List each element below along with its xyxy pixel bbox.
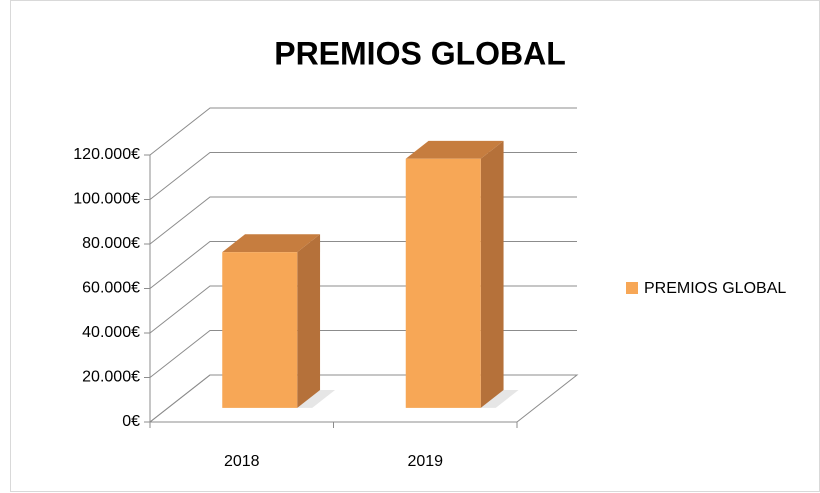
y-tick-label: 20.000€ [82,369,140,386]
y-tick-label: 0€ [122,413,140,430]
y-tick-label: 80.000€ [82,235,140,252]
bar-top [405,140,504,159]
y-tick-label: 60.000€ [82,280,140,297]
legend-swatch [626,282,638,294]
chart-title: PREMIOS GLOBAL [274,35,566,71]
y-tick-label: 100.000€ [73,191,140,208]
bar [222,252,298,408]
y-tick-label: 120.000€ [73,146,140,163]
y-tick-label: 40.000€ [82,324,140,341]
bar [405,158,481,408]
x-tick-label: 2019 [407,453,443,470]
bar-top [222,234,321,253]
legend-label: PREMIOS GLOBAL [644,280,786,297]
bar-side [480,140,504,408]
x-tick-label: 2018 [224,453,260,470]
floor [148,374,579,423]
grid-line [149,107,577,156]
bar-side [297,234,321,408]
